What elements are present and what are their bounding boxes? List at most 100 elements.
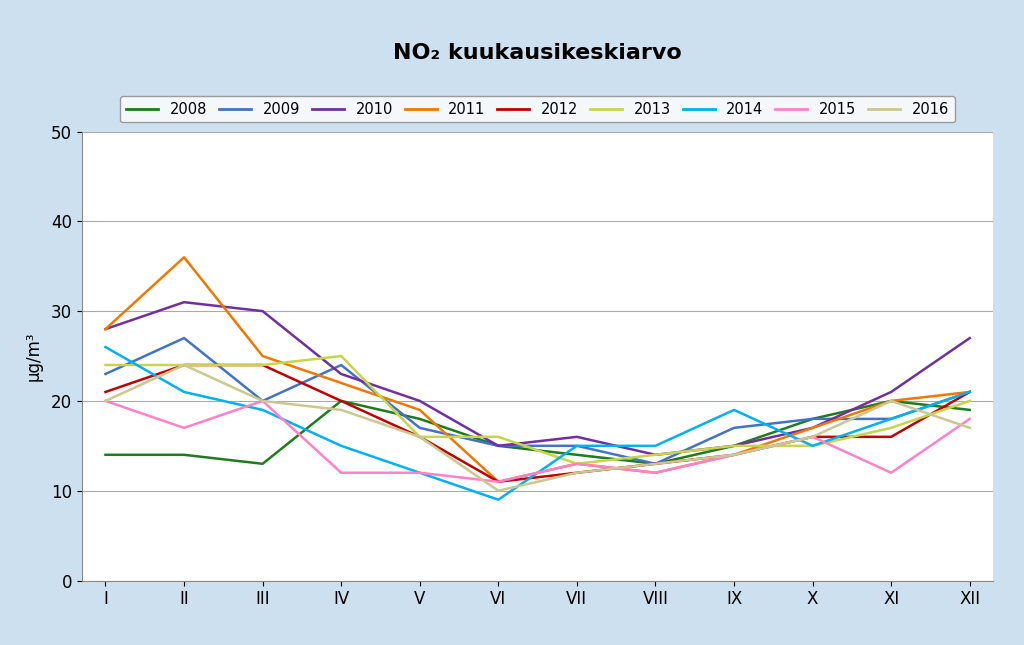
2012 — [99, 388, 112, 396]
2016 — [335, 406, 347, 414]
2014 — [807, 442, 819, 450]
2014 — [414, 469, 426, 477]
2016 — [414, 433, 426, 441]
2010 — [649, 451, 662, 459]
2013 — [493, 433, 505, 441]
2011 — [649, 469, 662, 477]
2013 — [570, 460, 583, 468]
2016 — [807, 433, 819, 441]
2009 — [728, 424, 740, 432]
2011 — [964, 388, 976, 396]
2014 — [335, 442, 347, 450]
2015 — [178, 424, 190, 432]
2010 — [493, 442, 505, 450]
2010 — [807, 424, 819, 432]
2008 — [570, 451, 583, 459]
2009 — [493, 442, 505, 450]
2011 — [493, 478, 505, 486]
2009 — [178, 334, 190, 342]
2012 — [414, 433, 426, 441]
2012 — [649, 460, 662, 468]
2016 — [649, 460, 662, 468]
2015 — [493, 478, 505, 486]
2008 — [414, 415, 426, 422]
2015 — [99, 397, 112, 405]
Y-axis label: μg/m³: μg/m³ — [25, 332, 43, 381]
2012 — [256, 361, 268, 369]
Line: 2009: 2009 — [105, 338, 970, 464]
2008 — [885, 397, 897, 405]
2012 — [885, 433, 897, 441]
2016 — [885, 397, 897, 405]
2010 — [964, 334, 976, 342]
2014 — [178, 388, 190, 396]
Text: NO₂ kuukausikeskiarvo: NO₂ kuukausikeskiarvo — [393, 43, 682, 63]
2011 — [335, 379, 347, 387]
2009 — [964, 388, 976, 396]
2009 — [414, 424, 426, 432]
2008 — [178, 451, 190, 459]
Line: 2013: 2013 — [105, 356, 970, 464]
2016 — [256, 397, 268, 405]
2010 — [178, 298, 190, 306]
2012 — [335, 397, 347, 405]
2012 — [178, 361, 190, 369]
2010 — [99, 325, 112, 333]
2012 — [570, 469, 583, 477]
2013 — [335, 352, 347, 360]
2010 — [256, 307, 268, 315]
2015 — [807, 433, 819, 441]
2010 — [885, 388, 897, 396]
2013 — [807, 442, 819, 450]
2013 — [178, 361, 190, 369]
2008 — [728, 442, 740, 450]
2015 — [885, 469, 897, 477]
2012 — [728, 451, 740, 459]
2014 — [728, 406, 740, 414]
2015 — [964, 415, 976, 422]
2011 — [414, 406, 426, 414]
2013 — [99, 361, 112, 369]
2011 — [570, 460, 583, 468]
2015 — [728, 451, 740, 459]
2011 — [178, 253, 190, 261]
2009 — [256, 397, 268, 405]
2008 — [335, 397, 347, 405]
2008 — [493, 442, 505, 450]
2015 — [335, 469, 347, 477]
2008 — [649, 460, 662, 468]
2014 — [493, 496, 505, 504]
2013 — [649, 451, 662, 459]
Legend: 2008, 2009, 2010, 2011, 2012, 2013, 2014, 2015, 2016: 2008, 2009, 2010, 2011, 2012, 2013, 2014… — [121, 96, 954, 123]
2013 — [414, 433, 426, 441]
Line: 2010: 2010 — [105, 302, 970, 455]
2011 — [728, 451, 740, 459]
2016 — [493, 487, 505, 495]
2008 — [807, 415, 819, 422]
2013 — [964, 397, 976, 405]
2015 — [414, 469, 426, 477]
2010 — [335, 370, 347, 378]
2015 — [570, 460, 583, 468]
2011 — [99, 325, 112, 333]
2010 — [414, 397, 426, 405]
Line: 2011: 2011 — [105, 257, 970, 482]
2009 — [807, 415, 819, 422]
2016 — [964, 424, 976, 432]
2014 — [99, 343, 112, 351]
2014 — [649, 442, 662, 450]
2016 — [728, 451, 740, 459]
2010 — [728, 442, 740, 450]
2012 — [493, 478, 505, 486]
2008 — [256, 460, 268, 468]
2008 — [99, 451, 112, 459]
Line: 2008: 2008 — [105, 401, 970, 464]
2013 — [256, 361, 268, 369]
2010 — [570, 433, 583, 441]
2016 — [99, 397, 112, 405]
2011 — [256, 352, 268, 360]
2009 — [649, 460, 662, 468]
2015 — [649, 469, 662, 477]
Line: 2016: 2016 — [105, 365, 970, 491]
2016 — [570, 469, 583, 477]
